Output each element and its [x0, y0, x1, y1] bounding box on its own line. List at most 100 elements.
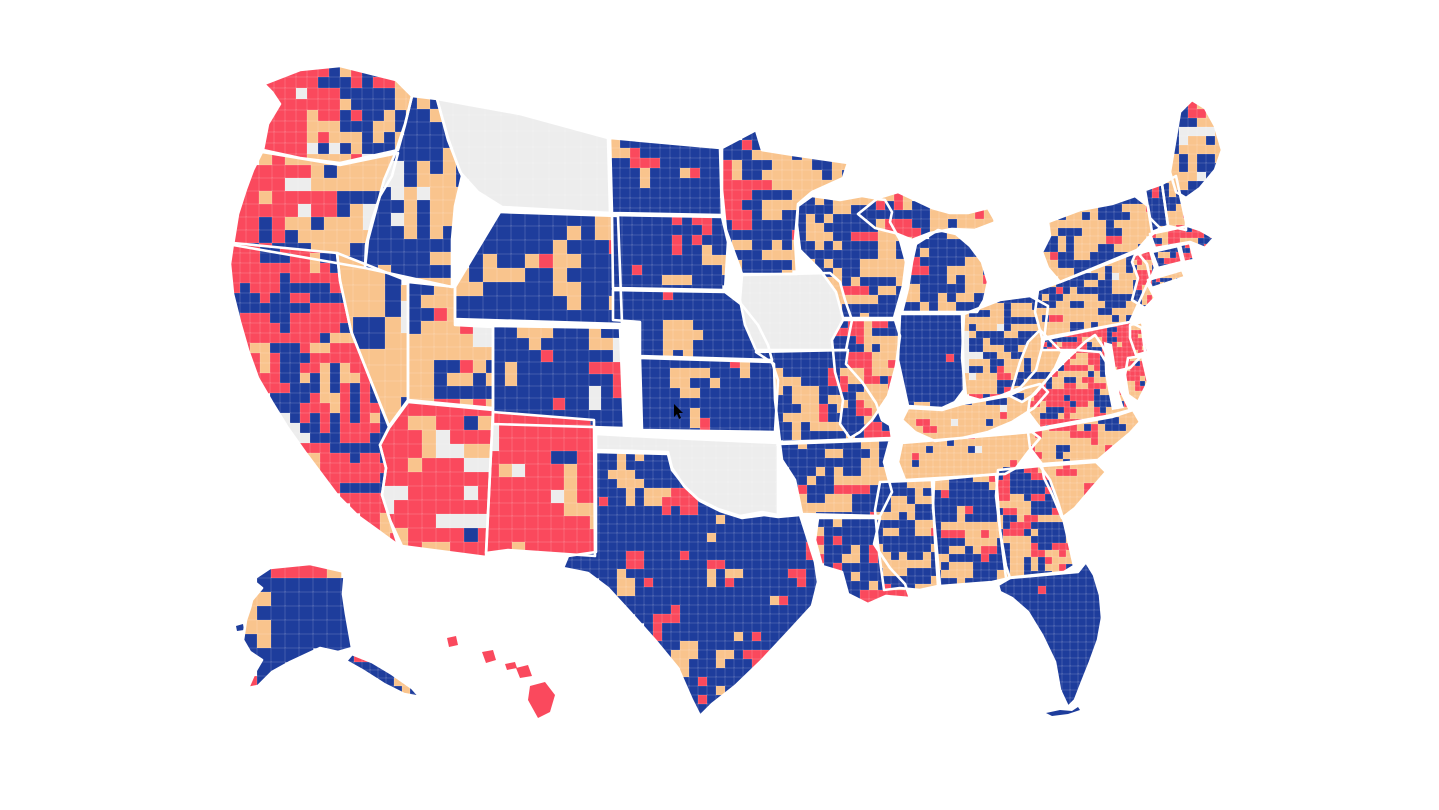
county-cell	[913, 337, 923, 347]
county-cell	[859, 535, 870, 546]
county-cell	[1173, 231, 1181, 239]
county-cell	[751, 604, 762, 615]
county-cell	[679, 397, 691, 409]
county-cell	[796, 595, 807, 606]
state-georgia[interactable]	[996, 466, 1074, 578]
county-cell	[688, 631, 699, 642]
state-new-mexico[interactable]	[486, 412, 603, 556]
state-kansas[interactable]	[640, 358, 780, 438]
county-cell	[319, 362, 331, 374]
county-cell	[809, 376, 820, 387]
county-cell	[739, 377, 751, 389]
county-cell	[1111, 341, 1118, 348]
state-indiana[interactable]	[898, 314, 970, 410]
county-cell	[1061, 641, 1071, 651]
county-cell	[594, 267, 610, 283]
county-cell	[1069, 468, 1078, 477]
state-mississippi[interactable]	[875, 480, 939, 592]
county-cell	[498, 528, 513, 543]
county-cell	[249, 322, 261, 334]
county-cell	[390, 199, 405, 214]
county-cell	[724, 586, 735, 597]
county-cell	[670, 514, 681, 525]
county-cell	[1002, 459, 1011, 468]
county-cell	[1053, 633, 1063, 643]
county-cell	[945, 329, 955, 339]
county-cell	[1061, 609, 1071, 619]
county-cell	[988, 545, 998, 555]
county-cell	[289, 332, 301, 344]
state-florida[interactable]	[998, 562, 1102, 707]
county-cell	[975, 351, 984, 360]
county-cell	[982, 372, 991, 381]
county-cell	[284, 98, 297, 111]
county-cell	[598, 568, 609, 579]
county-cell	[719, 377, 731, 389]
county-cell	[964, 418, 973, 427]
county-cell	[1016, 521, 1025, 530]
county-cell	[369, 412, 381, 424]
county-cell	[652, 550, 663, 561]
county-cell	[598, 469, 609, 480]
county-cell	[749, 397, 761, 409]
county-cell	[1111, 326, 1118, 333]
county-cell	[967, 459, 976, 468]
county-cell	[779, 312, 791, 324]
county-cell	[537, 502, 552, 517]
county-cell	[751, 613, 762, 624]
county-cell	[1055, 300, 1064, 309]
county-cell	[869, 475, 880, 486]
county-cell	[751, 631, 762, 642]
county-cell	[271, 216, 286, 231]
county-cell	[498, 541, 513, 556]
county-cell	[850, 294, 861, 305]
county-cell	[352, 300, 370, 318]
county-cell	[882, 511, 892, 521]
county-cell	[906, 495, 916, 505]
county-cell	[1055, 468, 1064, 477]
county-cell	[245, 203, 260, 218]
county-cell	[712, 339, 724, 351]
county-cell	[1075, 358, 1083, 366]
county-cell	[1017, 323, 1026, 332]
county-cell	[778, 595, 789, 606]
county-cell	[1069, 665, 1079, 675]
county-cell	[799, 302, 811, 314]
county-cell	[975, 379, 984, 388]
state-wyoming[interactable]	[455, 212, 623, 324]
county-cell	[975, 323, 984, 332]
county-cell	[688, 532, 699, 543]
county-cell	[953, 329, 963, 339]
county-cell	[759, 427, 771, 432]
county-cell	[702, 339, 714, 351]
county-cell	[855, 343, 865, 353]
county-cell	[851, 484, 862, 495]
county-cell	[672, 309, 684, 321]
county-cell	[1175, 217, 1184, 226]
county-cell	[709, 387, 721, 399]
county-cell	[731, 149, 743, 161]
county-cell	[269, 282, 281, 294]
county-cell	[980, 521, 990, 531]
county-cell	[809, 394, 820, 405]
county-cell	[1178, 144, 1189, 155]
county-cell	[516, 337, 530, 351]
county-cell	[913, 329, 923, 339]
county-cell	[989, 379, 998, 388]
county-cell	[1116, 331, 1123, 338]
state-washington[interactable]	[263, 66, 417, 165]
county-cell	[699, 157, 711, 169]
county-cell	[1037, 535, 1046, 544]
county-cell	[749, 302, 761, 314]
county-cell	[682, 299, 694, 311]
county-cell	[914, 543, 924, 553]
state-north-dakota[interactable]	[610, 138, 730, 218]
county-cell	[928, 274, 939, 285]
county-cell	[778, 622, 789, 633]
county-cell	[249, 252, 261, 264]
county-cell	[576, 528, 591, 543]
state-south-dakota[interactable]	[612, 215, 732, 295]
county-cell	[929, 321, 939, 331]
county-cell	[800, 394, 811, 405]
county-cell	[258, 203, 273, 218]
